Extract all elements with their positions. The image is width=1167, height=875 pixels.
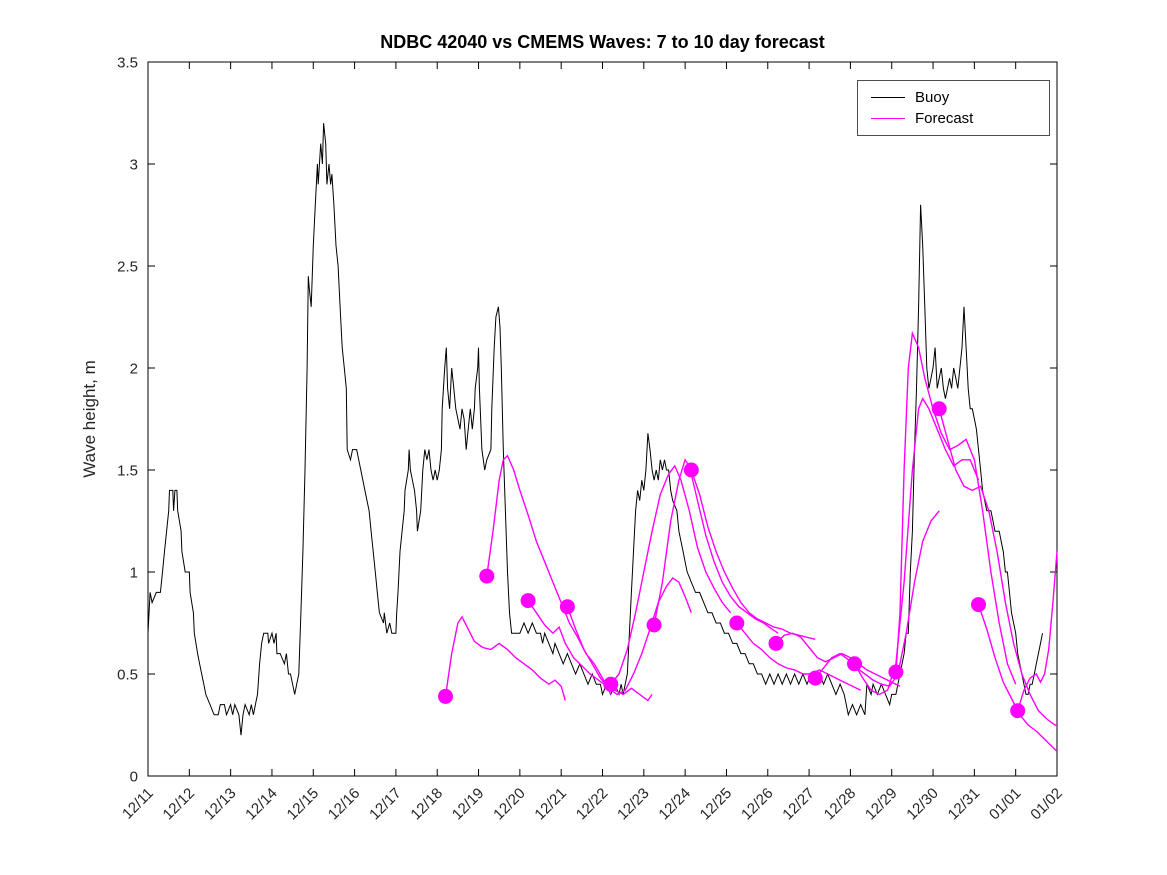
forecast-start-dot [807,670,823,686]
x-tick-label: 12/15 [284,785,323,824]
y-tick-label: 2 [130,360,138,377]
forecast-line [938,408,1057,726]
y-tick-label: 0 [130,768,138,785]
x-tick-label: 12/30 [903,785,942,824]
forecast-line [1017,551,1058,711]
x-tick-label: 12/18 [407,785,446,824]
x-tick-label: 12/29 [862,785,901,824]
legend-line-sample-buoy [871,97,905,98]
forecast-start-dot [559,599,575,615]
forecast-line [690,469,816,640]
forecast-line [444,615,566,701]
forecast-start-dot [931,401,947,417]
forecast-line [853,397,980,696]
x-tick-label: 12/16 [325,785,364,824]
forecast-start-dot [729,615,745,631]
forecast-start-dot [646,617,662,633]
legend: Buoy Forecast [857,80,1050,136]
forecast-start-dot [1010,703,1026,719]
x-tick-label: 12/17 [366,785,405,824]
forecast-start-dot [971,597,986,613]
legend-label: Forecast [915,110,974,127]
forecast-start-dot [683,462,699,478]
forecast-start-dot [520,593,536,609]
forecast-start-dot [888,664,904,680]
forecast-line [566,577,692,696]
forecast-start-dot [847,656,862,672]
x-tick-label: 12/27 [779,785,818,824]
forecast-start-dot [603,676,619,692]
forecast-line [653,458,779,634]
legend-line-sample-forecast [871,118,905,119]
y-tick-label: 2.5 [117,258,138,275]
x-tick-label: 12/31 [945,785,984,824]
forecast-line [775,632,901,687]
buoy-line [147,123,1043,736]
x-tick-label: 12/20 [490,785,529,824]
x-tick-label: 01/02 [1027,785,1066,824]
y-tick-label: 1 [130,564,138,581]
x-tick-label: 12/11 [119,785,157,823]
legend-entry-buoy: Buoy [858,90,1049,105]
y-tick-label: 3 [130,156,138,173]
legend-entry-forecast: Forecast [858,111,1049,126]
forecast-line [977,604,1058,752]
legend-label: Buoy [915,89,950,106]
forecast-line [486,454,612,695]
x-tick-label: 12/19 [449,785,488,824]
x-tick-label: 12/24 [655,785,694,824]
x-tick-label: 12/26 [738,785,777,824]
x-tick-label: 12/21 [531,785,570,824]
x-tick-label: 12/13 [201,785,240,824]
forecast-line [814,510,940,687]
y-tick-label: 0.5 [117,666,138,683]
x-tick-label: 12/14 [242,785,281,824]
forecast-start-dot [479,568,495,584]
x-tick-label: 12/25 [697,785,736,824]
forecast-line [895,330,1017,685]
forecast-start-dot [768,635,784,651]
axes-box [147,61,1058,777]
x-tick-label: 12/12 [160,785,199,824]
chart-title: NDBC 42040 vs CMEMS Waves: 7 to 10 day f… [380,32,825,52]
forecast-line [736,622,862,691]
x-tick-label: 01/01 [986,785,1025,824]
forecast-line [610,464,732,685]
forecast-start-dot [438,688,453,704]
x-tick-label: 12/22 [573,785,612,824]
x-tick-label: 12/28 [821,785,860,824]
y-tick-label: 1.5 [117,462,138,479]
x-tick-label: 12/23 [614,785,653,824]
forecast-line [527,600,653,702]
y-tick-label: 3.5 [117,54,138,71]
